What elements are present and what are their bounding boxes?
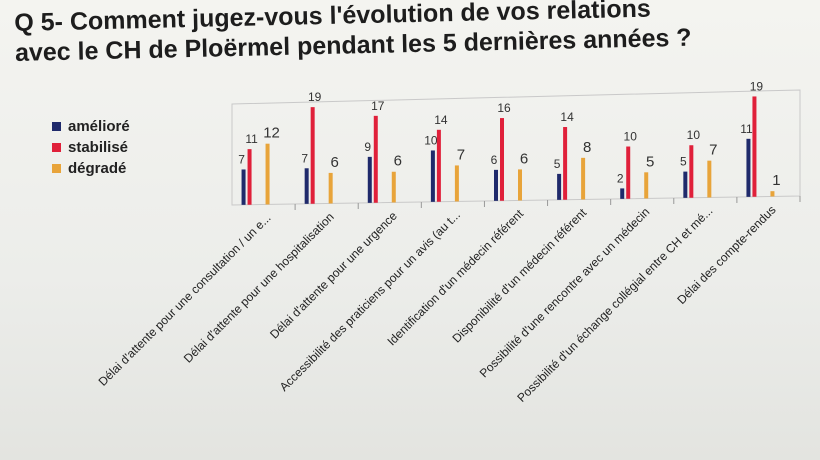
bar-2-1	[328, 172, 333, 204]
data-label-0-6: 2	[617, 171, 624, 185]
bar-2-4	[518, 169, 522, 201]
bar-1-5	[563, 127, 568, 200]
data-label-1-7: 10	[687, 128, 701, 142]
bar-2-3	[454, 165, 459, 202]
legend-item-degrade: dégradé	[52, 158, 130, 179]
bar-0-2	[367, 156, 372, 203]
data-label-0-1: 7	[301, 151, 308, 165]
bar-1-1	[310, 107, 315, 204]
legend-label-stabilise: stabilisé	[68, 139, 129, 156]
bar-2-5	[581, 157, 586, 200]
legend-label-degrade: dégradé	[68, 160, 127, 177]
category-label-5: Disponibilité d'un médecin référent	[449, 205, 589, 345]
bar-2-6	[644, 172, 649, 199]
data-label-2-5: 8	[583, 139, 591, 156]
bar-1-7	[689, 145, 694, 198]
bar-0-6	[620, 188, 625, 199]
data-label-0-8: 11	[740, 122, 753, 136]
bar-2-7	[707, 160, 712, 198]
data-label-2-4: 6	[520, 150, 528, 167]
data-label-0-2: 9	[364, 140, 371, 154]
bar-1-3	[436, 129, 441, 202]
data-label-2-2: 6	[394, 153, 402, 170]
data-label-2-6: 5	[646, 153, 654, 170]
bar-1-2	[373, 115, 378, 203]
bar-2-0	[265, 143, 270, 205]
data-label-1-0: 11	[245, 132, 258, 146]
data-label-0-0: 7	[238, 152, 245, 166]
legend: amélioré stabilisé dégradé	[52, 116, 130, 179]
data-label-0-3: 10	[424, 133, 438, 147]
bar-1-0	[247, 149, 252, 205]
bar-2-8	[770, 191, 775, 197]
data-label-0-5: 5	[554, 157, 561, 171]
bar-2-2	[391, 171, 396, 203]
data-label-2-0: 12	[263, 125, 280, 142]
category-label-4: Identification d'un médecin référent	[384, 206, 526, 348]
bar-0-4	[494, 169, 498, 201]
data-label-0-7: 5	[680, 155, 687, 169]
data-label-1-5: 14	[560, 110, 574, 124]
data-label-1-4: 16	[497, 101, 511, 115]
legend-swatch-ameliore	[52, 122, 61, 131]
data-label-1-1: 19	[308, 90, 322, 104]
bar-1-4	[500, 118, 504, 201]
legend-item-stabilise: stabilisé	[52, 137, 130, 158]
data-label-1-8: 19	[750, 79, 764, 93]
bar-0-7	[683, 171, 688, 198]
bar-0-5	[557, 173, 562, 200]
bar-1-8	[752, 96, 757, 197]
legend-swatch-stabilise	[52, 143, 61, 152]
legend-label-ameliore: amélioré	[68, 118, 130, 135]
data-label-2-7: 7	[709, 142, 717, 159]
data-label-0-4: 6	[491, 153, 498, 167]
data-label-2-8: 1	[772, 172, 780, 189]
bar-0-0	[241, 169, 246, 205]
category-label-2: Délai d'attente pour une urgence	[267, 208, 400, 341]
bar-0-8	[746, 138, 751, 197]
data-label-1-3: 14	[434, 113, 448, 127]
data-label-2-1: 6	[330, 154, 338, 171]
data-label-1-2: 17	[371, 99, 385, 113]
data-label-1-6: 10	[624, 130, 638, 144]
bar-0-1	[304, 168, 309, 204]
bar-0-3	[430, 150, 435, 202]
legend-swatch-degrade	[52, 164, 61, 173]
legend-item-ameliore: amélioré	[52, 116, 130, 137]
bar-1-6	[626, 146, 631, 199]
data-label-2-3: 7	[457, 146, 465, 163]
